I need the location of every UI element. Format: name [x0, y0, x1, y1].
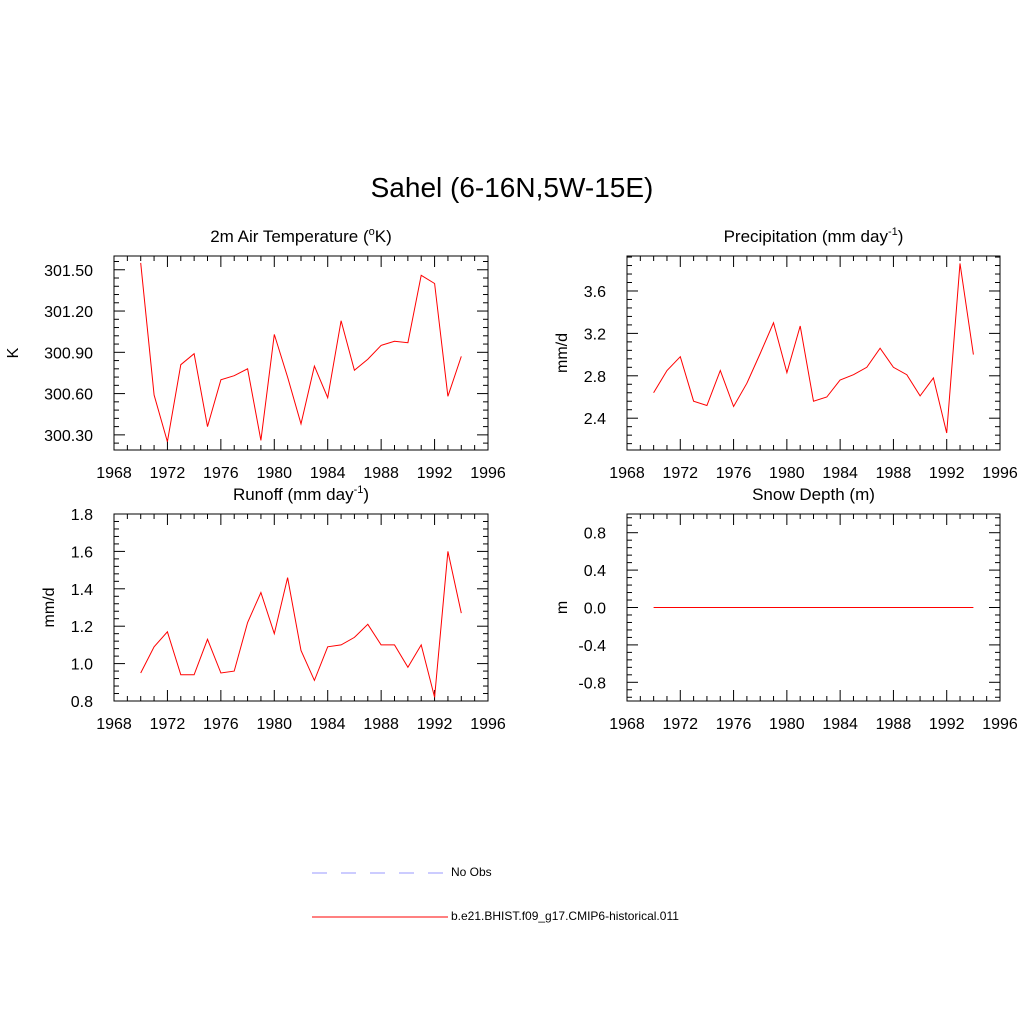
x-tick-label: 1992 [417, 465, 453, 482]
x-tick-label: 1996 [982, 465, 1018, 482]
panel-title: Precipitation (mm day-1) [724, 226, 904, 246]
panel-title: Runoff (mm day-1) [233, 484, 369, 504]
y-axis-label: K [5, 347, 22, 358]
y-axis-label: mm/d [554, 333, 571, 373]
x-tick-label: 1988 [876, 716, 912, 733]
y-tick-label: -0.4 [578, 638, 606, 655]
series-line-1 [140, 551, 462, 698]
y-tick-label: 1.6 [71, 544, 93, 561]
y-tick-label: 3.2 [584, 326, 606, 343]
y-tick-label: 301.50 [44, 263, 93, 280]
x-tick-label: 1976 [716, 465, 752, 482]
x-tick-label: 1988 [363, 716, 399, 733]
figure-title: Sahel (6-16N,5W-15E) [370, 172, 654, 203]
x-tick-label: 1984 [310, 716, 346, 733]
y-tick-label: 0.8 [584, 526, 606, 543]
x-tick-label: 1972 [150, 465, 186, 482]
y-tick-label: 1.0 [71, 657, 93, 674]
x-tick-label: 1980 [769, 465, 805, 482]
x-tick-label: 1992 [929, 716, 965, 733]
x-tick-label: 1976 [716, 716, 752, 733]
y-axis-label: mm/d [41, 588, 58, 628]
y-tick-label: 0.4 [584, 563, 606, 580]
x-tick-label: 1996 [470, 716, 506, 733]
plot-frame [113, 513, 489, 702]
chart-panel-4: Snow Depth (m) 1968 1972 1976 1980 1984 1988 19… [554, 485, 1018, 733]
x-tick-label: 1968 [609, 465, 645, 482]
y-tick-label: 2.8 [584, 369, 606, 386]
panel-title: Snow Depth (m) [752, 485, 875, 504]
y-tick-label: 300.30 [44, 428, 93, 445]
chart-panel-3: Runoff (mm day-1) 1968 1972 1976 1980 1984 198… [41, 484, 506, 733]
legend-line-model [312, 916, 448, 918]
y-tick-label: 2.4 [584, 411, 606, 428]
y-tick-label: 1.4 [71, 582, 93, 599]
x-tick-label: 1968 [609, 716, 645, 733]
y-tick-label: 3.6 [584, 284, 606, 301]
y-tick-label: 301.20 [44, 304, 93, 321]
y-tick-label: 1.8 [71, 507, 93, 524]
x-tick-label: 1984 [310, 465, 346, 482]
x-tick-label: 1972 [150, 716, 186, 733]
legend-line-no-obs [312, 872, 448, 874]
x-tick-label: 1976 [203, 465, 239, 482]
y-tick-label: 1.2 [71, 619, 93, 636]
y-tick-label: 300.60 [44, 387, 93, 404]
panel-title: 2m Air Temperature (oK) [210, 226, 392, 246]
x-tick-label: 1992 [929, 465, 965, 482]
y-tick-label: -0.8 [578, 675, 606, 692]
x-tick-label: 1976 [203, 716, 239, 733]
chart-panel-2: Precipitation (mm day-1) 1968 1972 1976 1980… [554, 226, 1018, 482]
y-axis-label: m [554, 601, 571, 614]
x-tick-label: 1984 [822, 465, 858, 482]
x-tick-label: 1992 [417, 716, 453, 733]
x-tick-label: 1988 [363, 465, 399, 482]
y-tick-label: 0.0 [584, 601, 606, 618]
plot-frame [113, 255, 489, 451]
x-tick-label: 1972 [662, 465, 698, 482]
x-tick-label: 1968 [96, 465, 132, 482]
x-tick-label: 1988 [876, 465, 912, 482]
chart-panel-1: 2m Air Temperature (oK) 1968 1972 1976 1980 1… [5, 226, 506, 482]
legend-label-no-obs: No Obs [451, 865, 492, 879]
series-line-1 [653, 263, 974, 434]
x-tick-label: 1968 [96, 716, 132, 733]
x-tick-label: 1980 [256, 716, 292, 733]
series-line-1 [140, 262, 462, 442]
x-tick-label: 1980 [256, 465, 292, 482]
legend-label-model: b.e21.BHIST.f09_g17.CMIP6-historical.011 [451, 909, 679, 923]
x-tick-label: 1996 [982, 716, 1018, 733]
x-tick-label: 1984 [822, 716, 858, 733]
y-tick-label: 0.8 [71, 694, 93, 711]
x-tick-label: 1996 [470, 465, 506, 482]
x-tick-label: 1980 [769, 716, 805, 733]
y-tick-label: 300.90 [44, 345, 93, 362]
x-tick-label: 1972 [662, 716, 698, 733]
